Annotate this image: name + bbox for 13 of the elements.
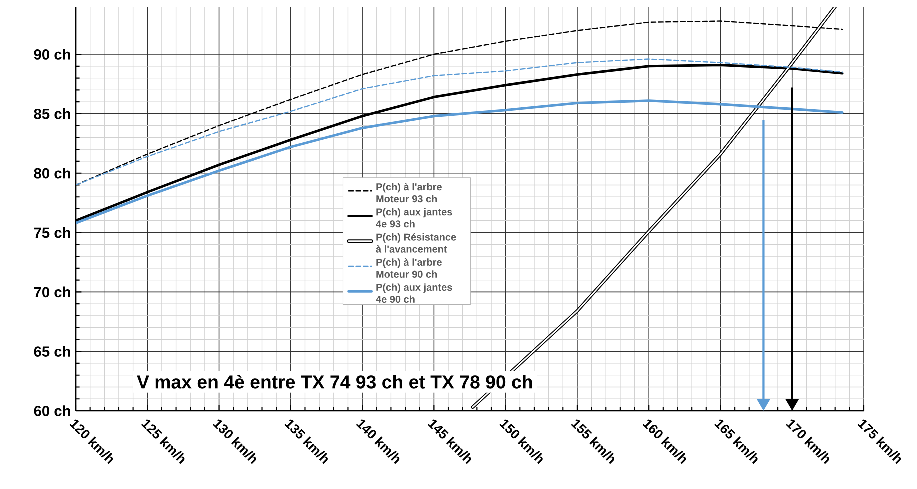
legend-label: P(ch) aux jantes 4e 93 ch: [376, 208, 452, 228]
legend-label: P(ch) aux jantes 4e 90 ch: [376, 284, 452, 304]
y-tick-label: 85 ch: [34, 108, 70, 120]
y-tick-label: 65 ch: [34, 346, 70, 357]
y-tick-label: 75 ch: [34, 227, 70, 238]
y-tick-label: 60 ch: [34, 406, 70, 416]
legend-label: P(ch) à l'arbre Moteur 90 ch: [376, 258, 442, 278]
y-tick-label: 80 ch: [34, 168, 70, 179]
legend-label: P(ch) Résistance à l'avancement: [376, 233, 456, 253]
y-tick-label: 90 ch: [34, 49, 70, 60]
annotation: V max en 4è entre TX 74 93 ch et TX 78 90 ch: [137, 374, 532, 389]
y-tick-label: 70 ch: [34, 286, 70, 298]
legend-label: P(ch) à l'arbre Moteur 93 ch: [376, 183, 442, 203]
